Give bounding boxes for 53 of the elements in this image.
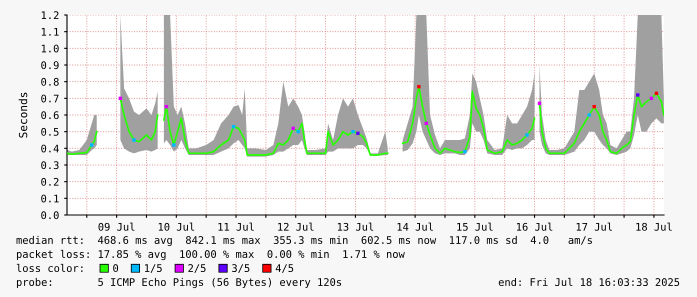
point	[356, 132, 360, 136]
x-tick-label: 12 Jul	[278, 222, 314, 231]
legend-label: 1/5	[145, 264, 162, 273]
y-tick-label: 0.7	[41, 94, 59, 102]
x-tick-label: 18 Jul	[636, 222, 672, 231]
y-tick-label: 0.5	[41, 128, 59, 136]
text: end: Fri Jul 18 16:03:33 2025	[498, 278, 680, 286]
point	[525, 133, 529, 137]
text: probe: 5 ICMP Echo Pings (56 Bytes) every 120s	[16, 278, 342, 288]
y-tick-label: 0.3	[41, 161, 59, 170]
point	[232, 124, 236, 128]
x-tick-label: 09 Jul	[98, 222, 134, 231]
y-axis-title: Seconds	[18, 92, 28, 138]
point	[351, 130, 355, 134]
y-tick-label: 0.9	[41, 61, 59, 70]
y-tick-label: 1.2	[42, 11, 58, 19]
y-tick-label: 0.1	[41, 194, 59, 202]
point	[172, 143, 176, 147]
x-tick-label: 10 Jul	[158, 222, 194, 231]
y-tick-label: 0.0	[41, 211, 59, 220]
point	[417, 84, 421, 88]
x-tick-label: 14 Jul	[398, 222, 433, 231]
point	[164, 104, 168, 108]
point	[636, 93, 640, 97]
point	[118, 96, 122, 100]
text: packet loss: 17.85 % avg 100.00 % max 0.00 % min 1.71 % now	[16, 250, 405, 260]
point	[588, 113, 591, 117]
x-tick-label: 17 Jul	[576, 222, 612, 231]
legend-label: 4/5	[276, 264, 294, 273]
point	[654, 92, 658, 96]
point	[463, 150, 467, 154]
point	[296, 130, 300, 134]
legend-label: 2/5	[188, 264, 206, 273]
x-tick-label: 15 Jul	[457, 222, 493, 231]
legend-title: loss color:	[16, 264, 82, 272]
legend-label: 0	[113, 264, 118, 272]
y-tick-label: 1.1	[42, 28, 59, 36]
y-tick-label: 1.0	[42, 44, 59, 52]
point	[90, 143, 94, 147]
point	[424, 122, 428, 126]
y-tick-label: 0.8	[41, 78, 59, 86]
x-tick-label: 13 Jul	[338, 222, 374, 231]
y-tick-label: 0.2	[41, 178, 58, 186]
point	[650, 96, 654, 100]
point	[592, 104, 596, 108]
y-tick-label: 0.4	[41, 144, 59, 152]
point	[538, 102, 542, 106]
x-tick-label: 16 Jul	[516, 222, 552, 231]
text: median rtt: 468.6 ms avg 842.1 ms max 355.3 ms min 602.5 ms now 117.0 ms sd 4.0 am/s	[16, 236, 592, 246]
y-tick-label: 0.6	[41, 111, 59, 120]
x-tick-label: 11 Jul	[218, 222, 254, 231]
legend-label: 3/5	[232, 264, 250, 273]
point	[292, 126, 295, 130]
